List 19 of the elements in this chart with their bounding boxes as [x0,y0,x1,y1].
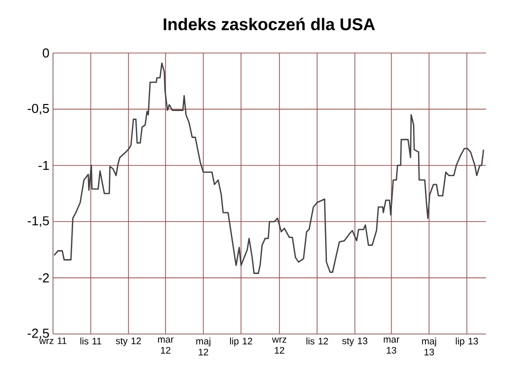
y-tick-label: 0 [42,48,49,58]
x-tick-label: wrz 11 [39,338,66,344]
chart-title: Indeks zaskoczeń dla USA [164,18,375,30]
y-tick-label: -0,5 [28,104,49,115]
x-tick-label: lip 13 [456,338,478,346]
x-tick-label: maj 13 [422,338,436,356]
y-tick-label: -1,5 [28,216,49,227]
x-tick-label: sty 13 [342,338,368,346]
y-tick-label: -1 [38,160,49,170]
y-tick-label: -2,5 [28,328,49,340]
x-tick-label: mar 13 [384,338,400,354]
x-tick-label: maj 12 [196,338,210,356]
y-tick-label: -2 [38,273,49,282]
x-tick-label: lis 12 [306,338,328,344]
x-tick-label: sty 12 [116,338,141,346]
x-tick-label: lip 12 [230,338,252,346]
x-tick-label: wrz 12 [272,338,286,354]
x-tick-label: mar 12 [158,338,174,354]
x-tick-label: lis 11 [80,338,102,344]
